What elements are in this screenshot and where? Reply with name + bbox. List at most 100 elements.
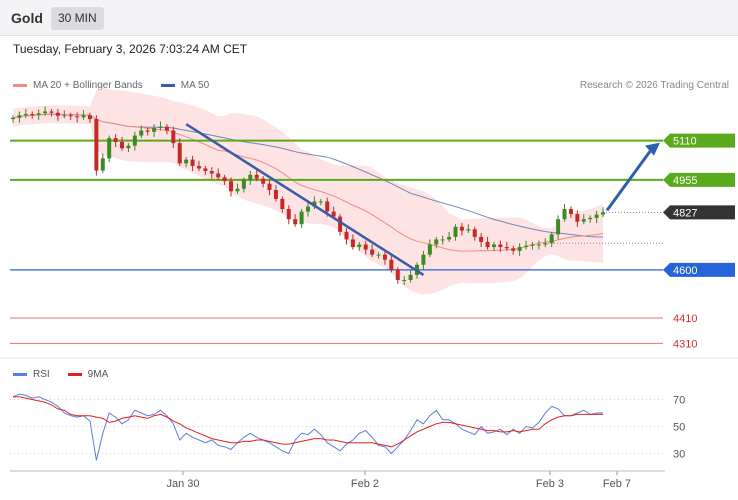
candle-body <box>549 234 554 244</box>
candle-body <box>171 130 176 144</box>
legend-ma20: MA 20 + Bollinger Bands <box>13 80 143 91</box>
candle-body <box>23 114 28 116</box>
timeframe-button[interactable]: 30 MIN <box>51 7 104 30</box>
candle-body <box>286 209 291 220</box>
candle-body <box>158 126 163 128</box>
candle-body <box>524 245 529 248</box>
candle-body <box>498 244 503 248</box>
candle-body <box>556 219 561 235</box>
candle-body <box>306 206 310 212</box>
candle-body <box>261 178 266 184</box>
rsi-tick-30: 30 <box>673 449 685 461</box>
candle-body <box>588 217 593 220</box>
candle-body <box>94 119 99 171</box>
candle-body <box>331 211 336 217</box>
candle-body <box>132 135 137 146</box>
forecast-arrow-head <box>645 142 660 156</box>
candle-body <box>440 239 445 241</box>
candle-body <box>107 138 112 159</box>
candle-body <box>139 130 144 136</box>
level-label-4410: 4410 <box>673 313 697 325</box>
legend-rsi-label: RSI <box>33 369 50 380</box>
candle-body <box>466 229 471 231</box>
candle-body <box>241 179 246 189</box>
candle-body <box>601 212 605 215</box>
legend-9ma: 9MA <box>67 369 109 380</box>
candle-body <box>11 117 15 120</box>
legend-ma50-label: MA 50 <box>180 80 210 91</box>
x-tick-label: Feb 3 <box>536 478 564 490</box>
candle-body <box>325 201 330 212</box>
candle-body <box>248 174 253 180</box>
current-price-tag <box>663 205 735 220</box>
legend-ma50: MA 50 <box>160 80 210 91</box>
candle-body <box>75 116 80 118</box>
rsi-tick-70: 70 <box>673 395 685 407</box>
candle-body <box>581 219 586 222</box>
candle-body <box>222 177 227 182</box>
level-tag-4955 <box>663 172 735 187</box>
candle-body <box>562 209 567 220</box>
candle-body <box>453 226 458 237</box>
ma20-swatch <box>13 84 27 87</box>
candle-body <box>152 127 157 132</box>
candle-body <box>517 247 522 251</box>
candle-body <box>318 201 323 203</box>
legend-ma20-label: MA 20 + Bollinger Bands <box>33 80 143 91</box>
level-tag-4600 <box>663 262 735 277</box>
x-tick-label: Jan 30 <box>166 478 199 490</box>
candle-body <box>370 249 375 255</box>
forecast-arrow-shaft <box>605 147 654 212</box>
candle-body <box>164 126 169 131</box>
candle-body <box>113 138 118 142</box>
candle-body <box>536 244 541 246</box>
candle-body <box>280 198 285 210</box>
rsi-tick-50: 50 <box>673 422 685 434</box>
candle-body <box>479 236 484 242</box>
candle-body <box>395 269 400 280</box>
candle-body <box>43 111 48 114</box>
candle-body <box>196 165 201 169</box>
candle-body <box>216 173 221 178</box>
level-label-5110: 5110 <box>673 136 697 148</box>
level-label-4600: 4600 <box>673 265 697 277</box>
candle-body <box>504 247 509 249</box>
candle-body <box>17 115 22 118</box>
candle-body <box>30 114 35 116</box>
candle-body <box>511 248 516 251</box>
candle-body <box>49 111 54 113</box>
candle-body <box>344 231 349 240</box>
candle-body <box>273 190 278 199</box>
legend-9ma-label: 9MA <box>87 369 109 380</box>
candle-body <box>543 243 548 245</box>
level-label-4955: 4955 <box>673 175 697 187</box>
chart-datetime: Tuesday, February 3, 2026 7:03:24 AM CET <box>13 42 248 56</box>
candle-body <box>120 141 125 149</box>
candle-body <box>87 115 92 120</box>
candle-body <box>184 159 189 164</box>
legend-rsi: RSI <box>13 369 50 380</box>
candle-body <box>357 244 362 248</box>
candle-body <box>363 244 368 250</box>
candle-body <box>126 145 131 149</box>
candle-body <box>177 143 182 164</box>
candle-body <box>382 254 387 260</box>
copyright-text: Research © 2026 Trading Central <box>579 80 729 91</box>
x-tick-label: Feb 7 <box>603 478 631 490</box>
bollinger-band <box>13 87 603 295</box>
candle-body <box>350 239 355 248</box>
rsi-series-rsi <box>12 393 603 461</box>
level-label-4310: 4310 <box>673 338 697 350</box>
candle-body <box>408 274 413 280</box>
candle-body <box>312 201 317 207</box>
candle-body <box>203 168 208 172</box>
candle-body <box>81 115 86 118</box>
candle-body <box>434 239 439 245</box>
candle-body <box>376 254 381 256</box>
candle-body <box>459 226 464 231</box>
rsi-swatch <box>13 373 27 376</box>
candle-body <box>421 254 426 265</box>
level-tag-5110 <box>663 133 735 148</box>
candle-body <box>190 159 195 166</box>
